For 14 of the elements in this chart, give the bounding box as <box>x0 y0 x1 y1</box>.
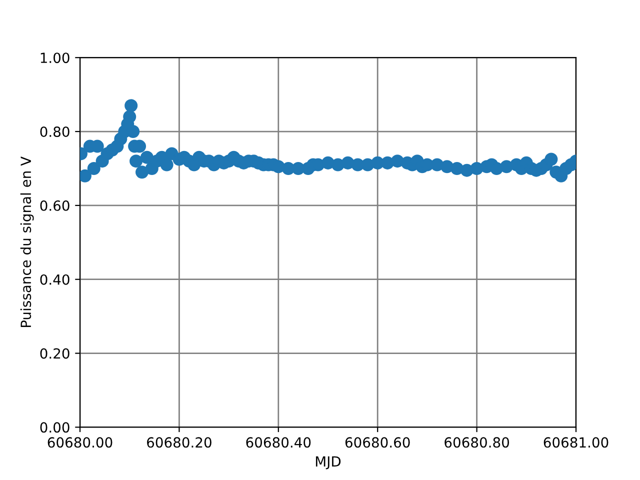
y-tick-label: 0.00 <box>40 422 70 433</box>
x-tick-label: 60680.40 <box>246 437 311 448</box>
x-tick-label: 60680.80 <box>444 437 510 448</box>
x-tick-label: 60680.20 <box>147 437 212 448</box>
y-tick-label: 1.00 <box>40 52 70 64</box>
x-tick-label: 60681.00 <box>544 437 608 448</box>
x-axis-title: MJD <box>316 456 341 470</box>
y-axis-title: Puissance du signal en V <box>20 156 34 328</box>
x-tick-label: 60680.60 <box>345 437 410 448</box>
x-tick-label: 60680.00 <box>48 437 112 448</box>
y-tick-label: 0.40 <box>40 274 70 285</box>
y-tick-label: 0.60 <box>40 200 70 211</box>
y-tick-label: 0.80 <box>40 126 70 137</box>
y-tick-label: 0.20 <box>40 348 70 359</box>
